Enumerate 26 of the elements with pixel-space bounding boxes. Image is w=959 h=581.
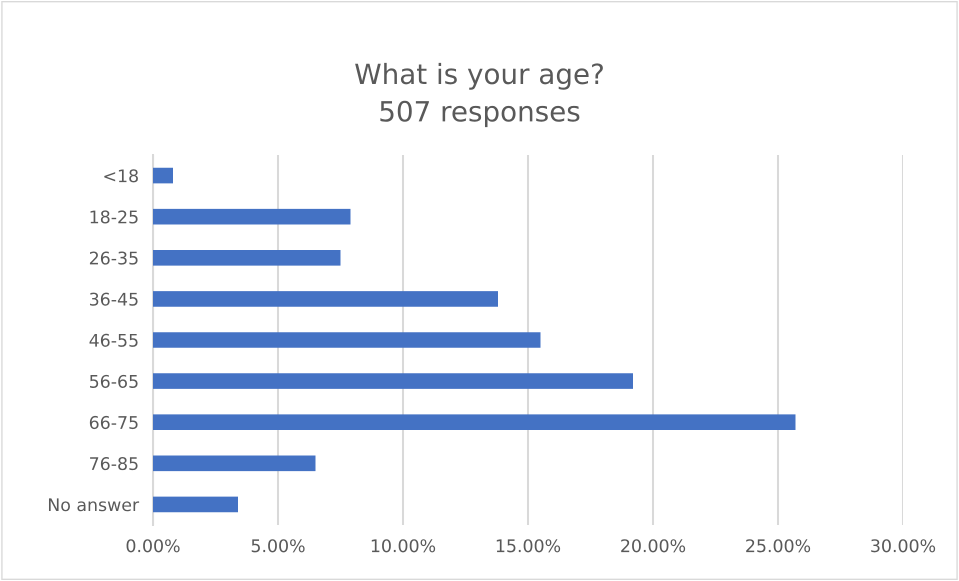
y-tick-label: 36-45 — [90, 292, 138, 306]
chart-title: What is your age? 507 responses — [355, 62, 603, 128]
y-tick-label: 26-35 — [90, 251, 138, 265]
y-tick-label: 76-85 — [90, 457, 138, 470]
x-tick-label: 15.00% — [496, 539, 560, 552]
bar — [153, 456, 316, 472]
bar — [153, 291, 498, 307]
x-tick-label: 20.00% — [621, 539, 686, 552]
x-tick-label: 30.00% — [871, 539, 936, 552]
bar — [153, 208, 350, 224]
x-tick-label: 10.00% — [372, 539, 436, 552]
y-tick-label: 56-65 — [90, 374, 138, 388]
bar — [153, 332, 540, 348]
x-tick-label: 5.00% — [252, 539, 305, 552]
x-tick-label: 0.00% — [126, 539, 180, 552]
bar — [153, 414, 796, 430]
x-tick-label: 25.00% — [746, 539, 810, 552]
bar — [153, 250, 340, 266]
bar — [153, 168, 173, 184]
y-tick-label: 66-75 — [90, 416, 138, 430]
bar — [153, 496, 238, 512]
bar — [153, 373, 633, 389]
y-tick-label: 18-25 — [90, 210, 138, 224]
y-tick-label: No answer — [48, 498, 140, 512]
y-tick-label: 46-55 — [90, 334, 138, 347]
y-tick-label: <18 — [104, 169, 138, 182]
